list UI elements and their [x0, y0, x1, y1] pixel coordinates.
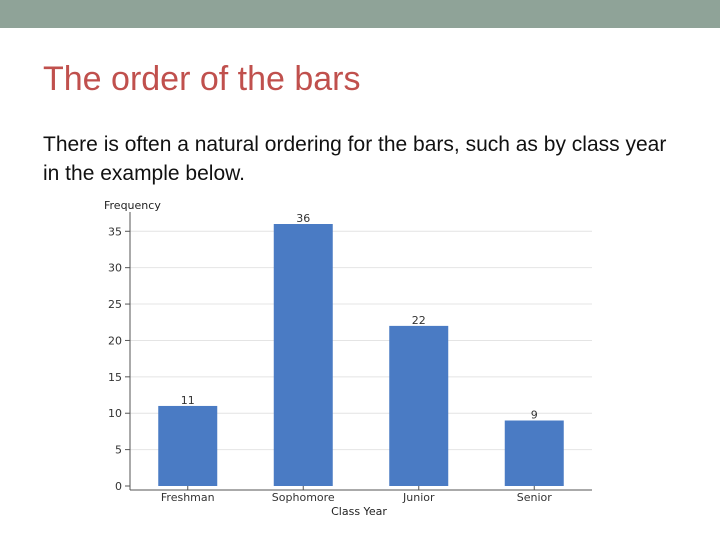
y-axis-title: Frequency	[104, 199, 161, 212]
bar-freshman	[158, 405, 218, 486]
y-tick-label: 5	[115, 444, 122, 457]
y-tick-label: 0	[115, 480, 122, 493]
data-label-junior: 22	[412, 314, 426, 327]
bar-sophomore	[273, 224, 333, 486]
y-tick-label: 20	[108, 334, 122, 347]
x-tick-label: Freshman	[161, 491, 215, 504]
x-axis-title: Class Year	[331, 505, 387, 518]
bar-senior	[504, 420, 564, 486]
y-tick-label: 15	[108, 371, 122, 384]
data-labels: 11 36 22 9	[181, 212, 538, 422]
x-tick-label: Senior	[517, 491, 553, 504]
x-tick-label: Sophomore	[272, 491, 335, 504]
slide-body-text: There is often a natural ordering for th…	[43, 133, 667, 185]
data-label-sophomore: 36	[296, 212, 310, 225]
axes: 0 5 10 15 20 25 30 35 Freshman Sophomore Junior Sen…	[108, 212, 592, 504]
data-label-freshman: 11	[181, 394, 195, 407]
y-tick-label: 30	[108, 262, 122, 275]
y-tick-label: 10	[108, 407, 122, 420]
x-tick-label: Junior	[402, 491, 435, 504]
bar-junior	[389, 325, 449, 486]
y-tick-label: 25	[108, 298, 122, 311]
y-tick-label: 35	[108, 225, 122, 238]
bars	[158, 224, 564, 486]
data-label-senior: 9	[531, 409, 538, 422]
slide-title: The order of the bars	[43, 60, 361, 98]
top-band	[0, 0, 720, 28]
